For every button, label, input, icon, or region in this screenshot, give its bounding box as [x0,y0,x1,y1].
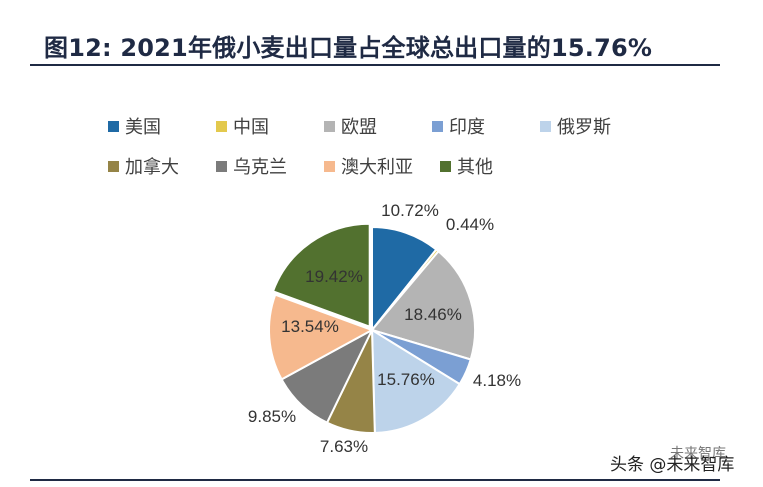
legend-label: 澳大利亚 [341,157,413,178]
data-label: 10.72% [381,201,439,220]
legend-label: 欧盟 [341,117,377,138]
legend-swatch [324,160,335,172]
data-label: 15.76% [377,370,435,389]
legend-item-china: 中国 [216,113,324,139]
legend-item-russia: 俄罗斯 [540,113,648,139]
legend-label: 中国 [233,117,269,138]
legend-label: 俄罗斯 [557,117,611,138]
watermark-small: 未来智库 [670,446,726,462]
pie-slice [370,328,462,434]
legend-label: 美国 [125,117,161,138]
legend-label: 加拿大 [125,157,179,178]
pie-slice [371,225,438,333]
data-label: 19.42% [305,267,363,286]
legend-swatch [440,160,451,172]
legend-item-australia: 澳大利亚 [324,153,440,179]
legend-label: 其他 [457,157,493,178]
top-rule [30,64,720,66]
legend-swatch [540,120,551,132]
pie-slice [268,293,375,381]
legend-swatch [432,120,443,132]
data-label: 18.46% [404,305,462,324]
pie-slice [271,222,371,329]
legend-label: 印度 [449,117,485,138]
legend-swatch [108,120,119,132]
legend-item-usa: 美国 [108,113,216,139]
legend-row-2: 加拿大 乌克兰 澳大利亚 其他 [108,146,668,186]
legend-swatch [108,160,119,172]
legend-item-canada: 加拿大 [108,153,216,179]
chart-legend: 美国 中国 欧盟 印度 俄罗斯 加拿大 乌克兰 澳大利亚 其他 [108,106,668,186]
legend-item-eu: 欧盟 [324,113,432,139]
data-label: 0.44% [446,215,494,234]
legend-label: 乌克兰 [233,157,287,178]
legend-item-india: 印度 [432,113,540,139]
legend-item-ukraine: 乌克兰 [216,153,324,179]
legend-item-others: 其他 [440,153,548,179]
chart-title: 图12: 2021年俄小麦出口量占全球总出口量的15.76% [44,34,653,62]
pie-slice [370,249,476,361]
legend-swatch [324,120,335,132]
legend-row-1: 美国 中国 欧盟 印度 俄罗斯 [108,106,668,146]
data-label: 4.18% [473,371,521,390]
data-label: 7.63% [320,437,368,456]
bottom-rule [30,479,720,481]
legend-swatch [216,120,227,132]
data-label: 9.85% [248,407,296,426]
data-label: 13.54% [281,317,339,336]
watermark: 头条 @未来智库 [610,455,735,475]
legend-swatch [216,160,227,172]
